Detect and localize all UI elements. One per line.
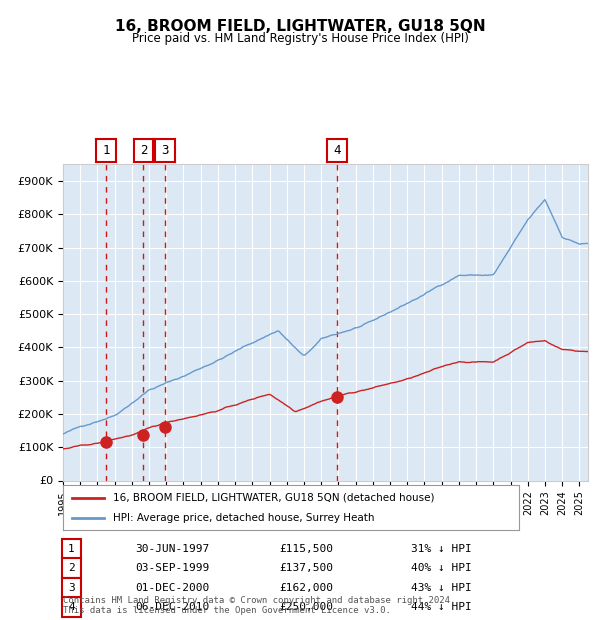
Text: 2: 2 — [68, 564, 75, 574]
FancyBboxPatch shape — [62, 578, 81, 598]
Text: 01-DEC-2000: 01-DEC-2000 — [135, 583, 209, 593]
Text: 1: 1 — [68, 544, 75, 554]
FancyBboxPatch shape — [62, 539, 81, 559]
Text: 30-JUN-1997: 30-JUN-1997 — [135, 544, 209, 554]
Text: £115,500: £115,500 — [279, 544, 333, 554]
Text: 40% ↓ HPI: 40% ↓ HPI — [411, 564, 472, 574]
Text: 16, BROOM FIELD, LIGHTWATER, GU18 5QN (detached house): 16, BROOM FIELD, LIGHTWATER, GU18 5QN (d… — [113, 492, 434, 503]
Text: Contains HM Land Registry data © Crown copyright and database right 2024.
This d: Contains HM Land Registry data © Crown c… — [63, 596, 455, 615]
Text: Price paid vs. HM Land Registry's House Price Index (HPI): Price paid vs. HM Land Registry's House … — [131, 32, 469, 45]
Text: 06-DEC-2010: 06-DEC-2010 — [135, 603, 209, 613]
Text: 1: 1 — [102, 144, 110, 157]
FancyBboxPatch shape — [62, 559, 81, 578]
Text: 3: 3 — [161, 144, 169, 157]
Text: £250,000: £250,000 — [279, 603, 333, 613]
Text: 2: 2 — [140, 144, 147, 157]
Text: 3: 3 — [68, 583, 75, 593]
FancyBboxPatch shape — [62, 598, 81, 618]
Text: 4: 4 — [68, 603, 75, 613]
Text: 31% ↓ HPI: 31% ↓ HPI — [411, 544, 472, 554]
Text: £137,500: £137,500 — [279, 564, 333, 574]
Text: HPI: Average price, detached house, Surrey Heath: HPI: Average price, detached house, Surr… — [113, 513, 374, 523]
Text: 43% ↓ HPI: 43% ↓ HPI — [411, 583, 472, 593]
Text: 44% ↓ HPI: 44% ↓ HPI — [411, 603, 472, 613]
Text: 4: 4 — [333, 144, 341, 157]
Text: 16, BROOM FIELD, LIGHTWATER, GU18 5QN: 16, BROOM FIELD, LIGHTWATER, GU18 5QN — [115, 19, 485, 33]
Text: £162,000: £162,000 — [279, 583, 333, 593]
Text: 03-SEP-1999: 03-SEP-1999 — [135, 564, 209, 574]
